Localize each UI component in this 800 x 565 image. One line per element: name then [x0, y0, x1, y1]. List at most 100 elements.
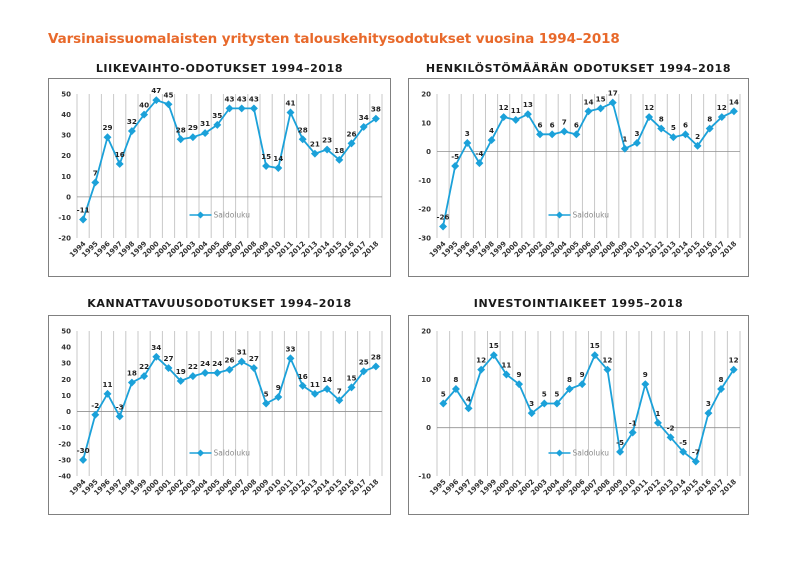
data-label: 18 — [334, 146, 344, 155]
data-label: 5 — [542, 390, 547, 399]
data-label: 3 — [634, 129, 639, 138]
data-label: 7 — [562, 117, 567, 126]
data-point — [103, 133, 112, 142]
data-label: 8 — [567, 375, 572, 384]
page-title: Varsinaissuomalaisten yritysten talouske… — [48, 31, 620, 47]
data-label: 12 — [499, 103, 509, 112]
data-point — [608, 98, 617, 107]
data-label: 22 — [139, 362, 149, 371]
data-label: 31 — [237, 348, 247, 357]
data-point — [463, 139, 472, 147]
data-label: 4 — [466, 394, 471, 403]
data-label: 9 — [276, 383, 281, 392]
y-tick-label: -10 — [58, 424, 71, 432]
data-point — [286, 108, 295, 117]
data-point — [641, 380, 650, 389]
data-label: 15 — [261, 152, 271, 161]
data-label: 16 — [298, 372, 308, 381]
data-point — [91, 178, 100, 187]
data-point — [560, 127, 569, 136]
data-label: 27 — [163, 354, 173, 363]
legend-label: Saldoluku — [214, 449, 251, 458]
y-tick-label: 10 — [61, 173, 71, 181]
y-tick-label: -30 — [58, 456, 71, 464]
data-point — [439, 399, 448, 408]
data-point — [511, 115, 520, 124]
data-point — [274, 164, 283, 173]
y-tick-label: -10 — [418, 473, 431, 481]
data-point — [523, 110, 532, 119]
data-label: 26 — [346, 129, 356, 138]
y-tick-label: 20 — [61, 152, 71, 160]
legend-marker-icon — [196, 449, 205, 457]
data-point — [704, 409, 713, 418]
chart-personnel: -30 -20 -10 0 10 20 1994 1995 1996 1997 1998 1999 20… — [408, 78, 749, 277]
data-label: 18 — [127, 369, 137, 378]
data-point — [584, 107, 593, 116]
y-tick-label: 0 — [426, 148, 431, 156]
y-tick-label: 20 — [61, 376, 71, 384]
data-point — [487, 136, 496, 145]
data-label: 11 — [501, 361, 511, 370]
data-point — [140, 372, 149, 381]
chart-svg: -40-30-20-100102030405019941995199619971… — [58, 328, 383, 497]
data-point — [310, 389, 319, 398]
data-label: 28 — [371, 352, 381, 361]
data-label: 12 — [729, 356, 739, 365]
data-label: 11 — [310, 380, 320, 389]
data-point — [666, 433, 675, 442]
data-label: 17 — [608, 89, 618, 98]
data-point — [451, 162, 460, 170]
y-tick-label: 10 — [421, 119, 431, 127]
data-label: 9 — [517, 370, 522, 379]
data-label: 28 — [298, 125, 308, 134]
data-label: 13 — [523, 100, 533, 109]
data-label: 35 — [212, 111, 222, 120]
y-tick-label: 10 — [421, 376, 431, 384]
data-label: -7 — [692, 448, 700, 457]
data-label: 7 — [93, 168, 98, 177]
legend-marker-icon — [555, 211, 564, 219]
data-label: -11 — [77, 205, 90, 214]
data-label: -5 — [616, 438, 624, 447]
y-tick-label: -20 — [58, 440, 71, 448]
data-label: 1 — [622, 135, 627, 144]
chart-title-personnel: HENKILÖSTÖMÄÄRÄN ODOTUKSET 1994–2018 — [425, 62, 732, 75]
y-tick-label: 50 — [61, 328, 71, 336]
y-tick-label: -20 — [418, 206, 431, 214]
data-label: 19 — [176, 367, 186, 376]
data-point — [79, 215, 88, 224]
data-point — [115, 412, 124, 421]
data-point — [262, 162, 271, 170]
y-tick-label: 30 — [61, 360, 71, 368]
data-point — [693, 141, 702, 150]
data-label: 8 — [453, 375, 458, 384]
y-tick-label: 20 — [421, 328, 431, 336]
data-label: 8 — [707, 115, 712, 124]
data-label: 6 — [538, 120, 543, 129]
data-label: 14 — [729, 97, 739, 106]
data-point — [274, 393, 283, 402]
data-label: 43 — [237, 94, 247, 103]
data-label: 6 — [683, 120, 688, 129]
data-point — [475, 159, 484, 168]
data-label: 8 — [719, 375, 724, 384]
data-label: 3 — [465, 129, 470, 138]
data-label: 26 — [224, 356, 234, 365]
data-point — [536, 130, 544, 139]
y-tick-label: 10 — [61, 392, 71, 400]
data-label: 41 — [285, 99, 295, 108]
data-point — [249, 364, 258, 373]
data-label: 34 — [151, 343, 161, 352]
y-tick-label: 0 — [66, 408, 71, 416]
data-point — [103, 389, 112, 398]
data-point — [79, 455, 88, 464]
data-label: 11 — [511, 106, 521, 115]
data-label: 11 — [102, 380, 112, 389]
data-label: 43 — [249, 94, 259, 103]
data-label: 12 — [717, 103, 727, 112]
data-point — [572, 130, 581, 139]
data-label: 23 — [322, 136, 332, 145]
data-label: 27 — [249, 354, 259, 363]
data-label: 1 — [655, 409, 660, 418]
